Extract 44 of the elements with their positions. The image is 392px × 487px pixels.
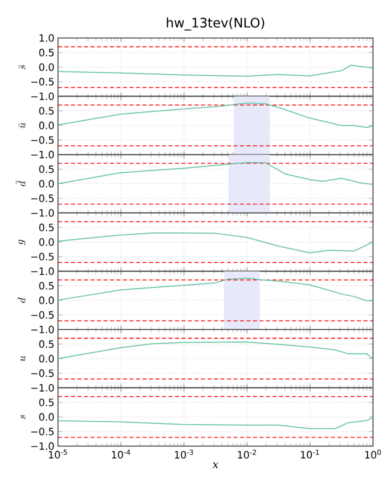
- y-tick-label: 0.0: [39, 296, 54, 304]
- y-tick-label: −0.5: [31, 194, 54, 202]
- y-axis-title: $g$: [18, 240, 26, 245]
- y-tick-label: −1.0: [31, 384, 54, 392]
- y-tick-label: −1.0: [31, 442, 54, 450]
- y-tick-label: 1.0: [40, 34, 54, 42]
- y-tick-label: −0.5: [31, 311, 54, 319]
- y-tick-label: −1.0: [31, 326, 54, 334]
- y-tick-label: −0.5: [31, 136, 54, 144]
- y-axis-title: $u$: [20, 356, 26, 362]
- y-tick-label: 0.0: [39, 354, 54, 362]
- y-axis-title: $\bar{s}$: [18, 64, 26, 70]
- y-tick-label: −0.5: [31, 369, 54, 378]
- x-tick-label: 10$^{-4}$: [112, 450, 130, 459]
- y-tick-label: 0.0: [39, 413, 54, 421]
- y-tick-label: 0.5: [39, 48, 54, 56]
- y-axis-title: $\bar{u}$: [18, 122, 26, 128]
- x-axis-title: x: [212, 462, 218, 468]
- y-tick-label: 0.0: [39, 122, 54, 130]
- y-tick-label: −1.0: [31, 267, 54, 275]
- y-tick-label: 0.5: [39, 282, 54, 290]
- y-tick-label: −0.5: [31, 252, 54, 260]
- y-tick-label: −0.5: [31, 428, 54, 436]
- y-tick-label: 0.0: [39, 63, 54, 71]
- x-tick-label: 10$^{-5}$: [48, 450, 67, 459]
- chart-title: hw_13tev(NLO): [166, 18, 264, 30]
- y-axis-title: $s$: [20, 414, 26, 419]
- y-tick-label: 0.5: [39, 398, 54, 406]
- y-axis-title: $d$: [18, 298, 26, 303]
- x-tick-label: 10$^{-1}$: [300, 450, 319, 459]
- y-tick-label: 0.5: [39, 340, 54, 348]
- y-tick-label: −1.0: [31, 150, 54, 158]
- x-tick-label: 10$^{0}$: [365, 450, 381, 459]
- y-tick-label: −1.0: [31, 92, 54, 100]
- y-tick-label: 0.5: [39, 107, 54, 115]
- y-tick-label: 0.0: [39, 180, 54, 188]
- y-tick-label: 0.5: [39, 224, 54, 232]
- x-tick-label: 10$^{-2}$: [238, 450, 256, 459]
- y-tick-label: −1.0: [31, 209, 54, 217]
- y-tick-label: −0.5: [31, 78, 54, 86]
- y-tick-label: 0.0: [39, 238, 54, 246]
- y-axis-title: $\bar{d}$: [16, 180, 26, 186]
- x-tick-label: 10$^{-3}$: [174, 450, 194, 459]
- y-tick-label: 0.5: [39, 165, 54, 173]
